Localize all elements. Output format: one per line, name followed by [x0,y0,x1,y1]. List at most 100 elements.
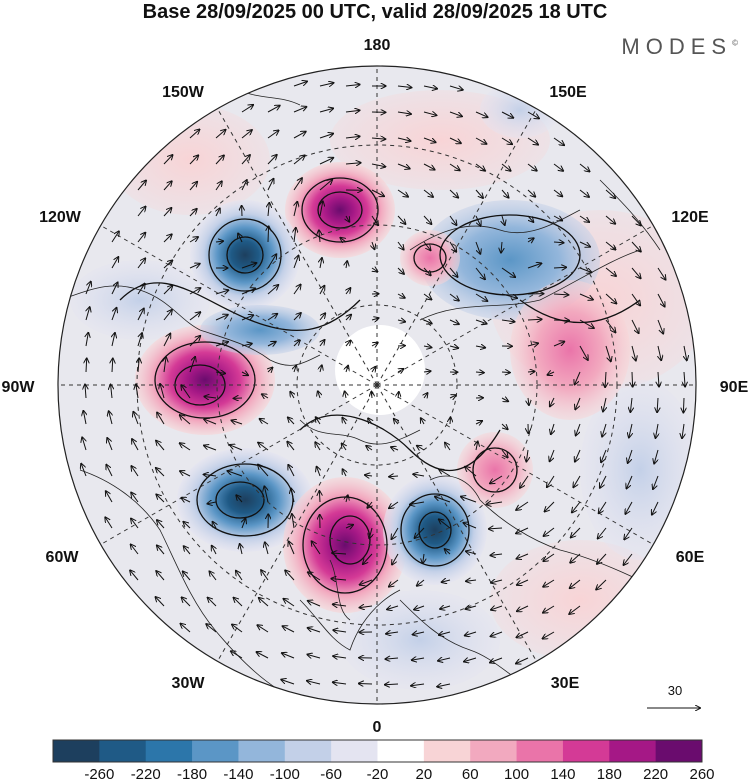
wind-vector [435,497,451,503]
wind-vector [293,107,306,113]
wind-vector [213,522,216,529]
wind-vector [464,658,477,662]
wind-vector [605,319,615,332]
wind-vector [240,544,242,555]
wind-vector [414,606,425,610]
wind-vector [385,684,399,685]
wind-vector [624,527,633,539]
wind-vector [397,294,405,298]
wind-vector [629,423,632,437]
wind-vector [106,491,113,503]
colorbar-tick-label: 260 [689,766,714,783]
wind-vector [543,631,555,639]
wind-vector [449,395,456,398]
wind-vector [156,597,165,607]
wind-vector [231,651,243,659]
wind-vector [137,333,142,347]
wind-vector [449,241,456,252]
wind-vector [293,313,301,321]
wind-vector [320,365,322,373]
colorbar-tick-label: 140 [550,766,575,783]
wind-vector [346,315,351,320]
wind-vector [423,112,436,115]
wind-vector [212,546,216,555]
wind-vector [236,571,243,581]
meridian-line [217,384,378,662]
wind-vector [490,657,503,663]
wind-vector [438,658,451,661]
wind-vector [163,181,172,191]
wind-vector [657,267,666,280]
wind-vector [360,606,373,608]
colorbar-tick-label: 60 [462,766,479,783]
wind-vector [184,546,191,555]
colorbar-swatch [655,740,703,762]
colorbar-tick-label: -260 [84,766,114,783]
colorbar-tick-label: 20 [416,766,433,783]
wind-vector [449,267,458,277]
wind-vector [475,346,485,348]
wind-vector [346,366,348,373]
wind-vector [371,318,379,320]
wind-vector [131,493,139,503]
wind-vector [371,343,378,346]
wind-vector [293,155,305,165]
wind-vector [553,267,566,268]
meridian-line [100,225,378,386]
wind-vector [157,520,165,529]
wind-vector [241,288,255,295]
anomaly-negative-alaska [190,200,300,310]
wind-vector [682,423,684,438]
wind-vector [475,163,485,171]
wind-vector [632,371,633,387]
wind-vector [439,470,451,477]
wind-vector [289,542,295,555]
wind-vector [550,449,555,461]
wind-vector [267,314,277,321]
wind-vector [527,163,537,171]
wind-vector [683,397,684,413]
wind-vector [189,357,195,373]
wind-vector [163,286,172,295]
wind-vector [163,155,173,165]
wind-vector [215,241,223,242]
wind-vector [259,598,269,607]
wind-vector [312,541,321,555]
wind-vector [423,346,431,348]
wind-vector [423,267,431,275]
wind-vector [569,605,581,614]
wind-vector [417,446,425,450]
wind-vector [308,601,321,607]
colorbar-swatch [238,740,286,762]
wind-vector [449,320,459,324]
wind-vector [423,293,431,300]
wind-vector [439,519,451,529]
wind-vector [232,420,243,424]
wind-vector [294,202,297,217]
wind-vector [319,158,333,165]
meridian-line [217,108,378,386]
wind-vector [287,442,295,451]
wind-vector [631,293,640,305]
wind-vector [204,419,217,425]
wind-vector [268,226,269,243]
anomaly-positive-bering [285,162,395,258]
label-30e: 30E [551,675,580,692]
wind-vector [423,215,431,224]
wind-vector [131,545,139,555]
wind-vector [579,345,588,360]
wind-vector [281,680,295,685]
wind-vector [658,345,661,360]
wind-vector [183,522,191,529]
wind-vector [517,553,529,559]
wind-vector [216,208,220,217]
wind-vector [394,419,398,424]
wind-vector [215,290,228,294]
wind-vector [131,466,139,477]
label-90e: 90E [720,379,749,396]
wind-vector [317,467,320,477]
wind-vector [189,155,198,165]
wind-vector [397,138,411,141]
wind-vector [553,342,564,347]
colorbar-tick-label: -180 [177,766,207,783]
